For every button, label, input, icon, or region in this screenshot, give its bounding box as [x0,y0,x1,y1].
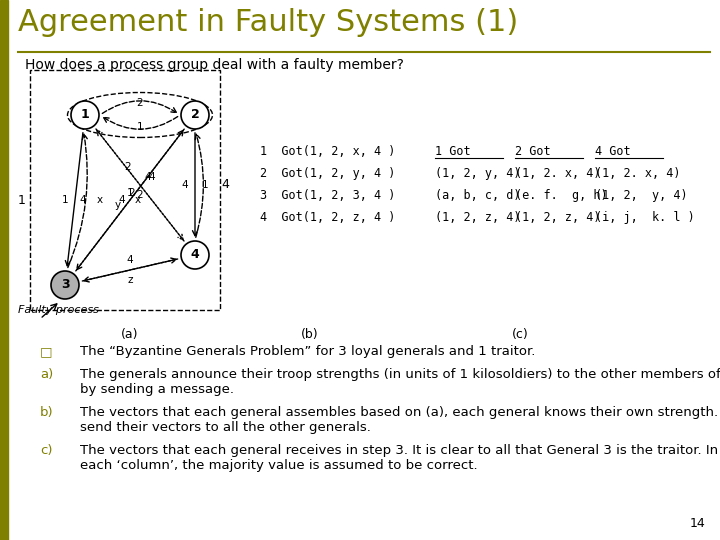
Text: (1, 2,  y, 4): (1, 2, y, 4) [595,189,688,202]
Text: 1: 1 [18,193,26,206]
Text: x: x [97,195,103,205]
Text: 1: 1 [202,180,208,190]
Text: x: x [135,195,141,205]
Text: 4: 4 [145,172,151,182]
FancyArrowPatch shape [84,259,178,282]
Text: 1: 1 [81,109,89,122]
Text: Agreement in Faulty Systems (1): Agreement in Faulty Systems (1) [18,8,518,37]
Text: 1  Got(1, 2, x, 4 ): 1 Got(1, 2, x, 4 ) [260,145,395,158]
FancyArrowPatch shape [192,133,197,235]
Circle shape [71,101,99,129]
Text: Faulty process: Faulty process [18,305,99,315]
FancyArrowPatch shape [82,258,176,281]
Text: 2: 2 [137,98,143,108]
Text: The “Byzantine Generals Problem” for 3 loyal generals and 1 traitor.: The “Byzantine Generals Problem” for 3 l… [80,345,536,358]
FancyArrowPatch shape [97,130,184,241]
Text: (e. f.  g, h): (e. f. g, h) [515,189,608,202]
Text: 1: 1 [127,188,133,198]
Text: 4: 4 [80,195,86,205]
Text: 2: 2 [137,190,143,200]
Text: 1: 1 [137,122,143,132]
Circle shape [51,271,79,299]
Text: each ‘column’, the majority value is assumed to be correct.: each ‘column’, the majority value is ass… [80,459,477,472]
Circle shape [181,101,209,129]
FancyArrowPatch shape [76,130,184,271]
Text: 4: 4 [221,179,229,192]
Text: 2 Got: 2 Got [515,145,551,158]
Text: (a): (a) [121,328,139,341]
Text: by sending a message.: by sending a message. [80,383,234,396]
Text: 2: 2 [191,109,199,122]
Text: 4: 4 [181,180,189,190]
Circle shape [181,241,209,269]
Text: (1, 2, z, 4): (1, 2, z, 4) [435,211,521,224]
Text: (a, b, c, d): (a, b, c, d) [435,189,521,202]
Text: 3  Got(1, 2, 3, 4 ): 3 Got(1, 2, 3, 4 ) [260,189,395,202]
Text: The vectors that each general receives in step 3. It is clear to all that Genera: The vectors that each general receives i… [80,444,718,457]
Bar [0,0,8,540]
Text: y: y [115,200,121,210]
Text: a): a) [40,368,53,381]
Text: 1: 1 [62,195,68,205]
FancyArrowPatch shape [66,133,83,266]
Text: 4  Got(1, 2, z, 4 ): 4 Got(1, 2, z, 4 ) [260,211,395,224]
FancyArrowPatch shape [104,117,178,129]
Text: (i, j,  k. l ): (i, j, k. l ) [595,211,695,224]
Text: 3: 3 [60,279,69,292]
Text: How does a process group deal with a faulty member?: How does a process group deal with a fau… [25,58,404,72]
Text: (b): (b) [301,328,319,341]
Text: 4: 4 [191,248,199,261]
Text: 2  Got(1, 2, y, 4 ): 2 Got(1, 2, y, 4 ) [260,167,395,180]
FancyArrowPatch shape [96,129,183,240]
Text: 1 Got: 1 Got [435,145,471,158]
Text: 4: 4 [119,195,125,205]
Text: (1, 2, z, 4): (1, 2, z, 4) [515,211,600,224]
Text: □: □ [40,345,53,358]
Text: (1, 2. x, 4): (1, 2. x, 4) [595,167,680,180]
Text: 14: 14 [689,517,705,530]
Text: 4 Got: 4 Got [595,145,631,158]
Text: 2: 2 [129,188,135,198]
Text: b): b) [40,406,53,419]
Text: The vectors that each general assembles based on (a), each general knows their o: The vectors that each general assembles … [80,406,720,419]
FancyArrowPatch shape [68,134,87,267]
Text: (c): (c) [512,328,528,341]
FancyArrowPatch shape [195,134,203,238]
Text: (1, 2. x, 4): (1, 2. x, 4) [515,167,600,180]
Text: z: z [127,275,132,285]
FancyArrowPatch shape [77,129,184,269]
Text: The generals announce their troop strengths (in units of 1 kilosoldiers) to the : The generals announce their troop streng… [80,368,720,381]
Text: 2: 2 [125,162,131,172]
Text: 4: 4 [149,172,156,182]
Text: c): c) [40,444,53,457]
Text: (1, 2, y, 4): (1, 2, y, 4) [435,167,521,180]
Text: send their vectors to all the other generals.: send their vectors to all the other gene… [80,421,371,434]
FancyArrowPatch shape [102,101,176,113]
Text: 4: 4 [127,255,133,265]
